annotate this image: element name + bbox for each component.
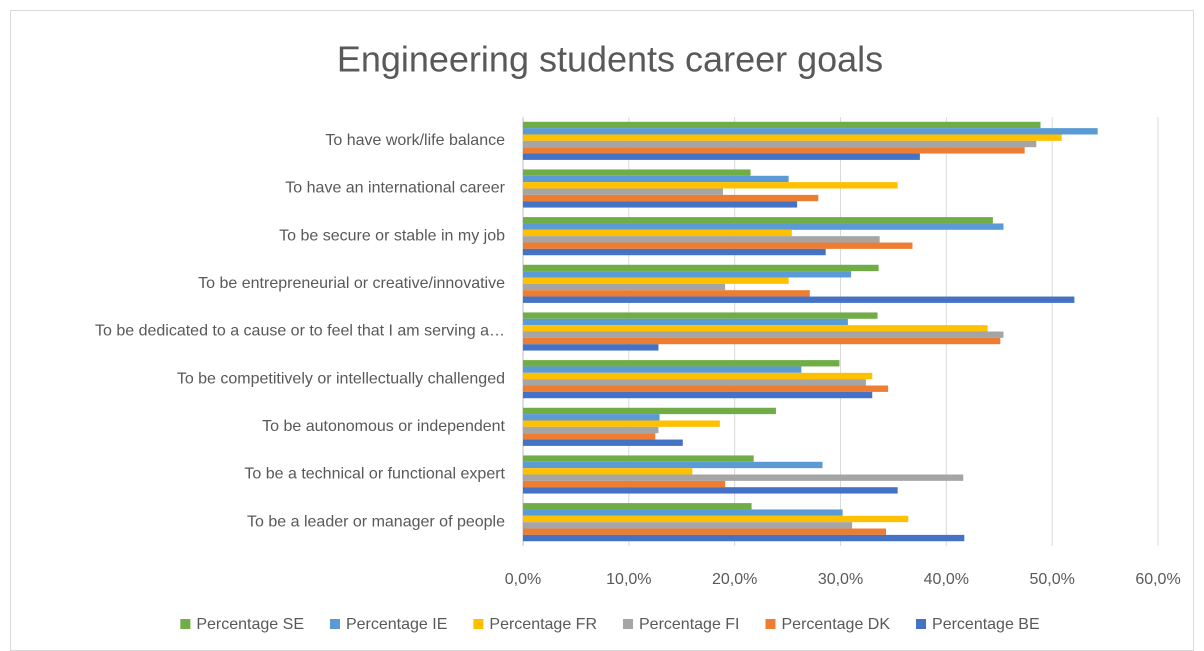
bar (523, 134, 1062, 141)
x-tick-label: 20,0% (712, 571, 757, 588)
bar (523, 229, 792, 237)
legend-swatch (916, 619, 927, 629)
bar (523, 169, 751, 176)
x-tick-label: 0,0% (505, 571, 541, 588)
bar (523, 201, 798, 208)
y-tick-label: To have an international career (285, 180, 505, 197)
x-tick-label: 50,0% (1029, 571, 1074, 588)
bar (523, 372, 873, 380)
bar (523, 487, 898, 494)
legend-label: Percentage FR (489, 616, 597, 633)
y-tick-label: To be a technical or functional expert (244, 466, 505, 483)
bar (523, 503, 752, 510)
bar (523, 236, 880, 243)
legend-label: Percentage BE (932, 616, 1040, 633)
x-tick-label: 60,0% (1135, 571, 1180, 588)
x-tick-label: 10,0% (606, 571, 651, 588)
bar (523, 344, 659, 351)
bar (523, 264, 879, 272)
bar (523, 534, 965, 542)
legend-swatch (329, 619, 340, 629)
bar (523, 290, 810, 297)
bar (523, 318, 848, 326)
bar (523, 385, 889, 392)
y-tick-label: To be competitively or intellectually ch… (177, 370, 505, 387)
bar (523, 515, 909, 523)
bar (523, 271, 852, 278)
legend-label: Percentage FI (639, 616, 740, 633)
bar (523, 182, 898, 189)
y-tick-label: To be entrepreneurial or creative/innova… (198, 275, 505, 292)
bar (523, 121, 1041, 129)
bar (523, 331, 1004, 338)
bar (523, 407, 776, 415)
bar (523, 175, 789, 183)
legend-swatch (623, 619, 633, 629)
bar (523, 248, 826, 256)
bar (523, 194, 819, 202)
bar (523, 528, 887, 535)
bar (523, 296, 1075, 303)
bar (523, 414, 660, 421)
bar (523, 433, 656, 440)
legend-swatch (765, 619, 776, 629)
y-tick-label: To be a leader or manager of people (247, 513, 505, 530)
bar (523, 188, 724, 195)
legend-label: Percentage SE (196, 616, 304, 633)
bar (523, 480, 726, 488)
bar (523, 366, 802, 373)
y-tick-label: To be autonomous or independent (262, 418, 505, 435)
x-tick-label: 40,0% (924, 571, 969, 588)
legend-swatch (473, 619, 484, 629)
legend-label: Percentage IE (346, 616, 447, 633)
bar (523, 223, 1004, 230)
bar (523, 360, 840, 367)
y-tick-label: To have work/life balance (325, 132, 505, 149)
bar (523, 474, 964, 481)
legend-label: Percentage DK (782, 616, 891, 633)
bar (523, 283, 726, 291)
chart-title: Engineering students career goals (337, 39, 883, 80)
bar (523, 426, 659, 434)
bar (523, 277, 789, 284)
bar (523, 325, 988, 332)
bar (523, 337, 1001, 345)
bar (523, 439, 683, 446)
bar (523, 509, 843, 516)
x-tick-label: 30,0% (818, 571, 863, 588)
bar (523, 128, 1098, 135)
bar (523, 522, 853, 529)
bar (523, 379, 866, 386)
bar (523, 147, 1025, 154)
bar (523, 391, 873, 399)
bar (523, 461, 823, 469)
bar (523, 455, 754, 462)
bar (523, 420, 720, 427)
bar (523, 217, 993, 224)
y-tick-label: To be secure or stable in my job (279, 227, 505, 244)
legend-swatch (180, 619, 191, 629)
bar (523, 153, 920, 160)
bar (523, 468, 693, 475)
y-tick-label: To be dedicated to a cause or to feel th… (95, 323, 505, 340)
bar (523, 242, 913, 249)
bar (523, 312, 878, 319)
bar (523, 140, 1037, 148)
